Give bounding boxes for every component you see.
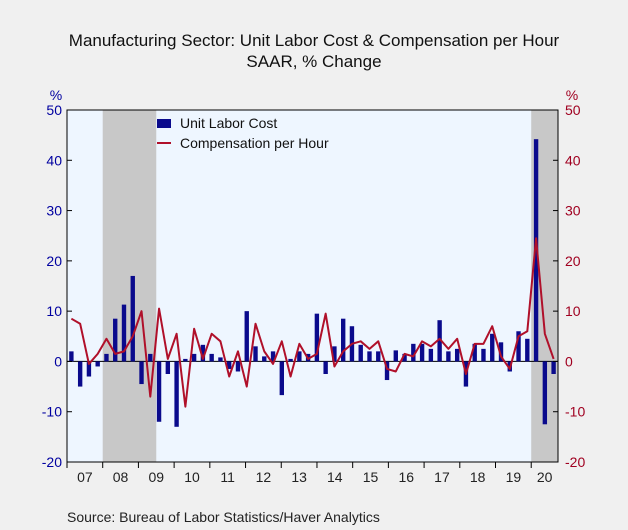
left-tick-label: 40 [46,152,62,168]
source-note: Source: Bureau of Labor Statistics/Haver… [67,509,380,525]
x-tick-label: 14 [327,469,343,485]
x-tick-label: 16 [398,469,414,485]
bar [191,353,197,362]
bar [314,313,320,362]
x-tick-label: 13 [291,469,307,485]
bar [446,351,451,362]
x-tick-label: 15 [363,469,379,485]
bar [113,318,118,362]
bar [77,361,83,387]
right-tick-label: 0 [565,353,573,369]
bar [419,343,425,362]
bar [525,338,530,362]
bar [86,361,92,377]
bar [218,357,223,362]
x-tick-label: 17 [434,469,450,485]
bar [156,361,162,422]
series-line [70,237,555,408]
right-tick-label: 20 [565,253,581,269]
legend-label-unit-labor-cost: Unit Labor Cost [180,115,277,131]
x-tick-label: 10 [184,469,200,485]
right-tick-label: 40 [565,152,581,168]
bar [384,361,390,381]
left-tick-label: 0 [54,353,62,369]
bar [288,358,293,362]
plot-frame [66,109,559,463]
bar [542,361,548,425]
right-tick-label: 30 [565,203,581,219]
bar [121,304,127,362]
bar [454,348,460,362]
left-tick-label: 10 [46,303,62,319]
bar [428,348,434,362]
right-axis-unit: % [566,87,578,103]
bar [551,361,556,374]
x-tick-label: 07 [77,469,93,485]
bar [358,344,363,362]
bar [174,361,179,427]
bar [498,342,504,362]
left-tick-label: -20 [42,454,62,470]
x-tick-label: 19 [506,469,522,485]
bar [393,350,398,362]
bar [516,331,521,362]
bar [437,320,442,362]
left-tick-label: 30 [46,203,62,219]
bar [165,361,171,374]
bar [148,353,153,362]
bar [209,353,214,362]
bar [472,343,477,362]
bar [104,353,109,362]
bar [481,348,486,362]
bar [367,351,372,362]
x-tick-label: 18 [470,469,486,485]
bar [376,351,381,362]
chart-title: Manufacturing Sector: Unit Labor Cost & … [68,31,560,50]
left-tick-label: 50 [46,102,62,118]
x-tick-label: 08 [113,469,129,485]
legend-label-compensation: Compensation per Hour [180,135,329,151]
left-tick-label: -10 [42,404,62,420]
bar [227,361,232,369]
bar [139,361,144,385]
x-tick-label: 12 [256,469,272,485]
chart-subtitle: SAAR, % Change [246,52,382,71]
bar [332,346,337,362]
right-tick-label: 10 [565,303,581,319]
bar [95,361,100,367]
bar [69,351,74,362]
bar [244,311,249,362]
bar [183,358,188,362]
right-tick-label: -10 [565,404,585,420]
bar [341,318,346,362]
bar [402,353,407,362]
bar [253,346,258,362]
left-tick-label: 20 [46,253,62,269]
right-tick-label: -20 [565,454,585,470]
bar [270,351,276,362]
right-tick-label: 50 [565,102,581,118]
bar [297,351,302,362]
legend-swatch-bar [157,119,171,128]
bar [262,356,267,362]
bar [323,361,328,374]
bar [411,343,416,362]
bar [200,344,206,362]
x-tick-label: 20 [537,469,553,485]
bar [533,139,539,362]
x-tick-label: 11 [220,469,235,485]
bar [235,361,241,372]
bar [490,333,495,362]
x-tick-label: 09 [148,469,164,485]
bar [130,275,135,362]
left-axis-unit: % [50,87,62,103]
bar [279,361,284,396]
recession-band [102,110,157,462]
